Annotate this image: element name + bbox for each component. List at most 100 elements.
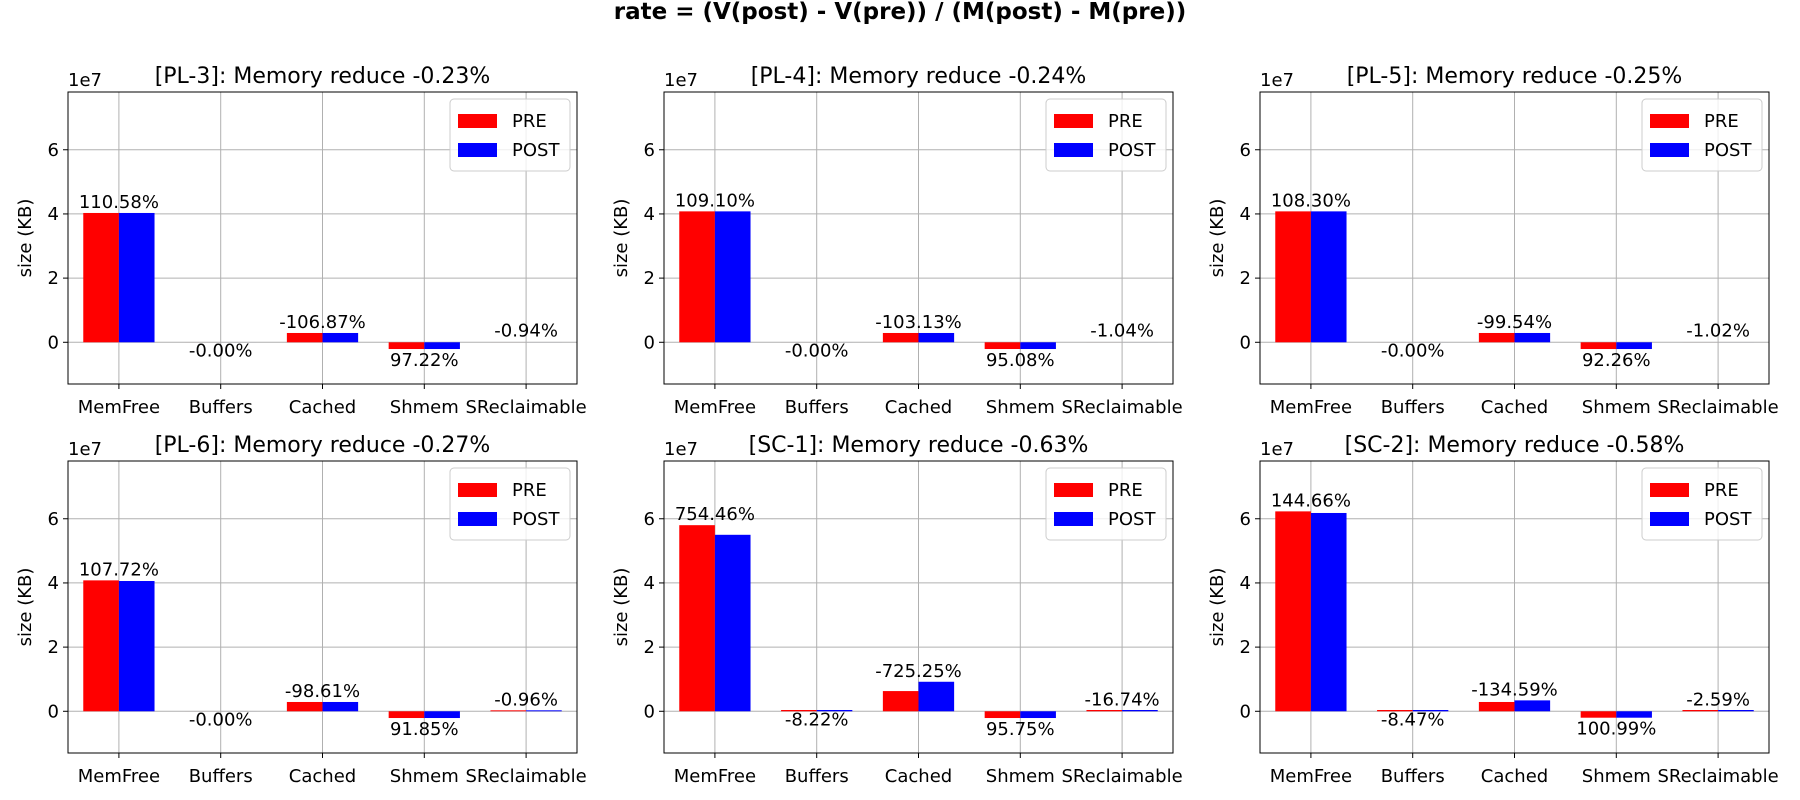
bar-post-shmem [1020, 711, 1056, 719]
legend-label-post: POST [1108, 140, 1156, 161]
bar-annotation: -8.22% [785, 709, 849, 730]
bar-pre-cached [286, 701, 323, 712]
bar-post-buffers [1412, 710, 1449, 712]
y-tick-label: 0 [1240, 332, 1251, 353]
bar-post-memfree [1310, 211, 1347, 343]
bar-post-shmem [1020, 342, 1056, 350]
x-tick-label: MemFree [674, 397, 756, 418]
bar-annotation: -1.02% [1686, 320, 1750, 341]
y-axis-label: size (KB) [611, 568, 632, 647]
bar-annotation: -2.59% [1686, 689, 1750, 710]
bar-pre-shmem [984, 711, 1021, 719]
x-tick-label: Cached [289, 397, 356, 418]
bar-post-memfree [714, 211, 751, 343]
y-tick-label: 2 [1240, 268, 1251, 289]
bar-annotation: 97.22% [390, 350, 459, 371]
x-tick-label: Cached [885, 397, 952, 418]
bar-pre-sreclaimable [1086, 710, 1123, 712]
bar-annotation: -0.94% [494, 320, 558, 341]
legend-swatch-post [1054, 143, 1093, 157]
bar-annotation: -106.87% [279, 312, 366, 333]
y-tick-label: 4 [1240, 573, 1251, 594]
bar-annotation: 109.10% [675, 190, 755, 211]
x-tick-label: Shmem [390, 766, 459, 787]
legend-swatch-pre [1054, 114, 1093, 128]
bar-pre-shmem [984, 342, 1021, 350]
y-tick-label: 2 [48, 268, 59, 289]
bar-annotation: -134.59% [1471, 679, 1558, 700]
x-tick-label: Cached [1481, 397, 1548, 418]
bar-pre-cached [882, 691, 919, 712]
legend-swatch-pre [1650, 114, 1689, 128]
chart-panel: 0 2 4 6 754.46% -8.22% -725.25% 95.75% -16.74% Me… [611, 433, 1183, 787]
y-exponent-label: 1e7 [1260, 70, 1294, 91]
y-tick-label: 4 [644, 204, 655, 225]
bar-post-cached [1514, 332, 1551, 343]
legend-swatch-post [458, 512, 497, 526]
bar-post-cached [322, 701, 359, 712]
y-tick-label: 0 [48, 332, 59, 353]
bar-annotation: 95.75% [986, 719, 1055, 740]
bar-annotation: -16.74% [1085, 689, 1160, 710]
bar-post-shmem [424, 342, 460, 350]
legend-swatch-pre [458, 483, 497, 497]
y-exponent-label: 1e7 [68, 439, 102, 460]
legend: PRE POST [1641, 98, 1763, 172]
legend: PRE POST [1045, 467, 1167, 541]
bar-pre-sreclaimable [1682, 710, 1719, 712]
subplot-grid: 0 2 4 6 110.58% -0.00% -106.87% 97.22% -0.94% Mem… [15, 64, 1779, 787]
y-tick-label: 2 [644, 637, 655, 658]
legend-swatch-pre [1650, 483, 1689, 497]
y-exponent-label: 1e7 [664, 70, 698, 91]
legend-label-post: POST [512, 140, 560, 161]
legend-label-post: POST [512, 509, 560, 530]
legend-label-pre: PRE [1704, 480, 1739, 501]
chart-title: [SC-2]: Memory reduce -0.58% [1345, 433, 1685, 458]
y-axis-label: size (KB) [1207, 568, 1228, 647]
y-tick-label: 0 [644, 701, 655, 722]
x-tick-label: SReclaimable [465, 766, 586, 787]
bar-post-memfree [118, 581, 155, 712]
bar-post-shmem [424, 711, 460, 719]
x-tick-label: Shmem [1582, 397, 1651, 418]
bar-pre-memfree [83, 212, 119, 343]
x-tick-label: SReclaimable [1061, 397, 1182, 418]
x-tick-label: SReclaimable [1657, 397, 1778, 418]
legend-label-post: POST [1704, 140, 1752, 161]
chart-panel: 0 2 4 6 107.72% -0.00% -98.61% 91.85% -0.96% MemF… [15, 433, 587, 787]
bar-annotation: -98.61% [285, 681, 360, 702]
y-tick-label: 0 [1240, 701, 1251, 722]
bar-annotation: 107.72% [79, 559, 159, 580]
bar-pre-shmem [1580, 342, 1617, 350]
y-axis-label: size (KB) [1207, 199, 1228, 278]
x-tick-label: Shmem [1582, 766, 1651, 787]
bar-annotation: 100.99% [1576, 719, 1656, 740]
y-tick-label: 6 [644, 509, 655, 530]
y-axis-label: size (KB) [611, 199, 632, 278]
bar-pre-memfree [83, 580, 119, 712]
bar-annotation: -725.25% [875, 661, 962, 682]
legend-swatch-pre [1054, 483, 1093, 497]
figure-suptitle: rate = (V(post) - V(pre)) / (M(post) - M… [614, 0, 1187, 25]
legend: PRE POST [1045, 98, 1167, 172]
bar-annotation: -0.96% [494, 689, 558, 710]
legend-swatch-post [458, 143, 497, 157]
bar-annotation: -99.54% [1477, 312, 1552, 333]
bar-pre-memfree [1275, 511, 1311, 712]
y-axis-label: size (KB) [15, 199, 36, 278]
chart-title: [PL-3]: Memory reduce -0.23% [155, 64, 491, 89]
chart-panel: 0 2 4 6 108.30% -0.00% -99.54% 92.26% -1.02% MemF… [1207, 64, 1779, 418]
x-tick-label: Cached [289, 766, 356, 787]
chart-title: [PL-4]: Memory reduce -0.24% [751, 64, 1087, 89]
x-tick-label: SReclaimable [1657, 766, 1778, 787]
bar-post-sreclaimable [526, 710, 562, 712]
bar-annotation: -1.04% [1090, 320, 1154, 341]
x-tick-label: Buffers [785, 397, 849, 418]
x-tick-label: SReclaimable [465, 397, 586, 418]
y-tick-label: 6 [48, 140, 59, 161]
bar-pre-shmem [388, 711, 425, 719]
bar-annotation: -8.47% [1381, 709, 1445, 730]
bar-pre-shmem [388, 342, 425, 350]
y-exponent-label: 1e7 [1260, 439, 1294, 460]
